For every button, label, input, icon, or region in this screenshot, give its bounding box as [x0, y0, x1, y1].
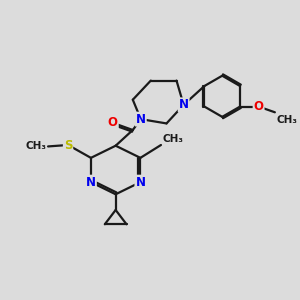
- Text: N: N: [135, 176, 146, 189]
- Text: N: N: [86, 176, 96, 189]
- Text: CH₃: CH₃: [26, 141, 46, 152]
- Text: CH₃: CH₃: [276, 115, 297, 125]
- Text: N: N: [178, 98, 189, 111]
- Text: S: S: [64, 139, 72, 152]
- Text: CH₃: CH₃: [162, 134, 183, 144]
- Text: O: O: [254, 100, 264, 113]
- Text: O: O: [108, 116, 118, 129]
- Text: N: N: [136, 112, 146, 126]
